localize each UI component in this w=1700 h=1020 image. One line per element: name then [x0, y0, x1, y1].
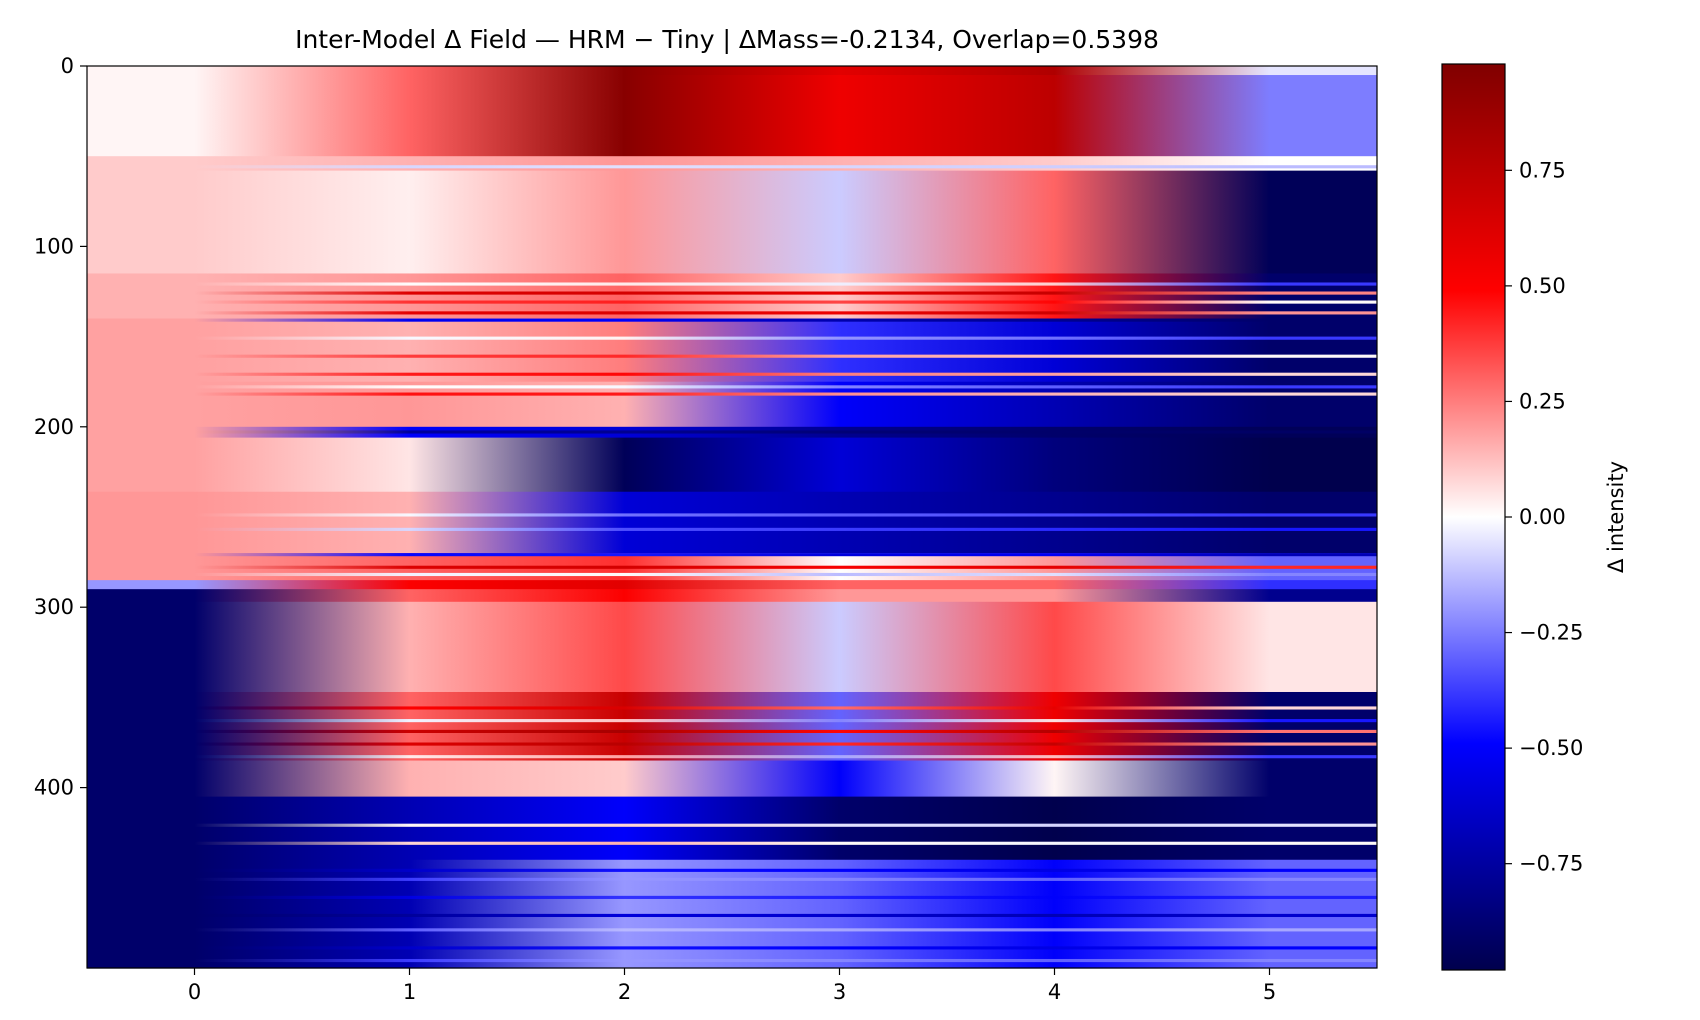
heatmap-stripe	[87, 336, 1377, 340]
y-tick-label: 400	[34, 776, 74, 800]
plot-frame	[86, 65, 1378, 969]
heatmap-stripe	[87, 527, 1377, 531]
heatmap-stripe	[87, 913, 1377, 918]
heatmap-stripe	[87, 553, 1377, 557]
colorbar-tick-label: 0.25	[1519, 389, 1566, 413]
heatmap-stripe	[87, 958, 1377, 963]
heatmap-stripe	[87, 282, 1377, 286]
chart-title: Inter-Model Δ Field — HRM − Tiny | ΔMass…	[295, 25, 1159, 54]
colorbar-tick-label: −0.75	[1519, 852, 1583, 876]
heatmap-band	[87, 796, 1377, 861]
colorbar: 0.75 0.50 0.25 0.00 −0.25 −0.50 −0.75 Δ intensi…	[1441, 63, 1628, 971]
heatmap-stripe	[87, 311, 1377, 315]
x-tick-label: 2	[618, 980, 631, 1004]
heatmap-stripe	[87, 729, 1377, 733]
heatmap-stripe	[87, 392, 1377, 396]
heatmap-stripe	[87, 513, 1377, 517]
heatmap-band	[87, 66, 1377, 76]
heatmap-stripe	[87, 430, 1377, 434]
heatmap-band	[87, 589, 1377, 603]
heatmap-band	[87, 491, 1377, 554]
colorbar-tick-label: −0.50	[1519, 736, 1583, 760]
y-tick-label: 100	[34, 234, 74, 258]
y-tick-label: 0	[61, 54, 74, 78]
heatmap-stripe	[87, 706, 1377, 710]
heatmap-stripe	[87, 742, 1377, 746]
heatmap-band	[87, 580, 1377, 590]
colorbar-tick-label: 0.50	[1519, 274, 1566, 298]
colorbar-label: Δ intensity	[1604, 461, 1628, 573]
heatmap-area	[87, 66, 1377, 969]
heatmap-band	[87, 691, 1377, 762]
heatmap-stripe	[87, 372, 1377, 376]
heatmap-stripe	[87, 572, 1377, 577]
heatmap-stripe	[87, 928, 1377, 932]
heatmap-stripe	[87, 877, 1377, 881]
heatmap-band	[87, 601, 1377, 693]
heatmap-band	[87, 170, 1377, 275]
heatmap-band	[87, 437, 1377, 493]
x-tick-label: 0	[188, 980, 201, 1004]
heatmap-stripe	[87, 841, 1377, 845]
heatmap-stripe	[87, 300, 1377, 304]
colorbar-gradient	[1441, 63, 1506, 971]
x-tick-label: 4	[1048, 980, 1061, 1004]
colorbar-tick-label: −0.25	[1519, 621, 1583, 645]
heatmap-band	[87, 381, 1377, 428]
colorbar-tick-label: 0.00	[1519, 505, 1566, 529]
axes: 0 1 2 3 4 5 0 100 200 300 400	[34, 54, 1378, 1004]
heatmap-stripe	[87, 755, 1377, 759]
heatmap-band	[87, 760, 1377, 798]
heatmap-stripe	[87, 565, 1377, 569]
heatmap-stripe	[87, 868, 1377, 872]
heatmap-stripe	[87, 895, 1377, 899]
heatmap-stripe	[87, 385, 1377, 389]
heatmap-stripe	[87, 823, 1377, 827]
heatmap-stripe	[87, 719, 1377, 723]
heatmap-band	[87, 318, 1377, 383]
heatmap-band	[87, 156, 1377, 172]
heatmap-stripe	[87, 318, 1377, 322]
heatmap-stripe	[87, 354, 1377, 358]
x-tick-label: 3	[833, 980, 846, 1004]
heatmap-band	[87, 75, 1377, 157]
heatmap-stripe	[87, 291, 1377, 295]
colorbar-tick-label: 0.75	[1519, 158, 1566, 182]
heatmap-stripe	[87, 165, 1377, 169]
y-tick-label: 200	[34, 415, 74, 439]
x-tick-label: 5	[1263, 980, 1276, 1004]
y-tick-label: 300	[34, 595, 74, 619]
heatmap-stripe	[87, 946, 1377, 950]
x-tick-label: 1	[403, 980, 416, 1004]
